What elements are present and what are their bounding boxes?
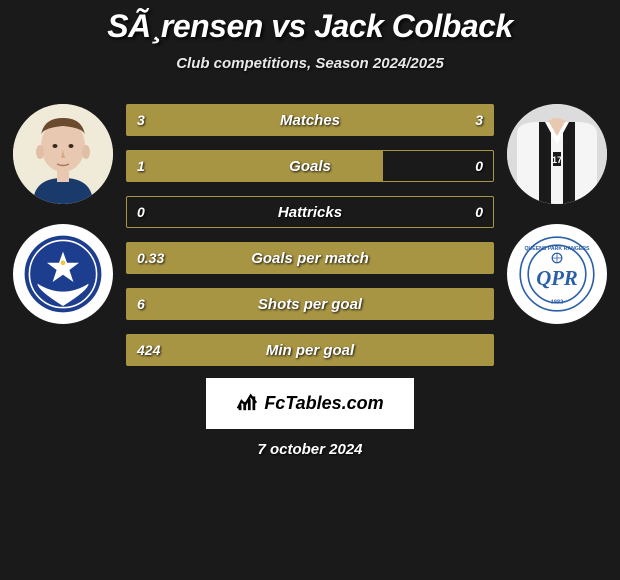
stat-label: Matches [127, 112, 493, 129]
left-player-column [8, 104, 118, 366]
stat-value-right: 0 [475, 204, 483, 220]
stats-list: 3Matches31Goals00Hattricks00.33Goals per… [118, 104, 502, 366]
svg-text:QUEENS PARK RANGERS: QUEENS PARK RANGERS [524, 246, 590, 252]
right-player-avatar: 17 [507, 104, 607, 204]
stat-label: Shots per goal [127, 296, 493, 313]
svg-text:1882: 1882 [551, 300, 563, 306]
stat-label: Min per goal [127, 342, 493, 359]
stat-row: 0.33Goals per match [126, 242, 494, 274]
left-player-avatar [13, 104, 113, 204]
chart-icon [236, 390, 258, 417]
stat-label: Hattricks [127, 204, 493, 221]
svg-text:QPR: QPR [536, 267, 578, 290]
comparison-panel: 3Matches31Goals00Hattricks00.33Goals per… [0, 104, 620, 366]
stat-row: 424Min per goal [126, 334, 494, 366]
stat-row: 6Shots per goal [126, 288, 494, 320]
left-team-crest [13, 224, 113, 324]
page-subtitle: Club competitions, Season 2024/2025 [176, 55, 444, 72]
stat-row: 0Hattricks0 [126, 196, 494, 228]
page-title: SÃ¸rensen vs Jack Colback [107, 8, 512, 45]
branding-badge: FcTables.com [206, 378, 413, 429]
right-team-crest: QUEENS PARK RANGERS 1882 QPR [507, 224, 607, 324]
branding-text: FcTables.com [264, 393, 383, 414]
svg-text:17: 17 [552, 155, 562, 165]
right-player-column: 17 QUEENS PARK RANGERS 1882 QPR [502, 104, 612, 366]
stat-label: Goals per match [127, 250, 493, 267]
date-label: 7 october 2024 [257, 441, 362, 458]
stat-label: Goals [127, 158, 493, 175]
stat-row: 3Matches3 [126, 104, 494, 136]
stat-value-right: 0 [475, 158, 483, 174]
stat-value-right: 3 [475, 112, 483, 128]
stat-row: 1Goals0 [126, 150, 494, 182]
